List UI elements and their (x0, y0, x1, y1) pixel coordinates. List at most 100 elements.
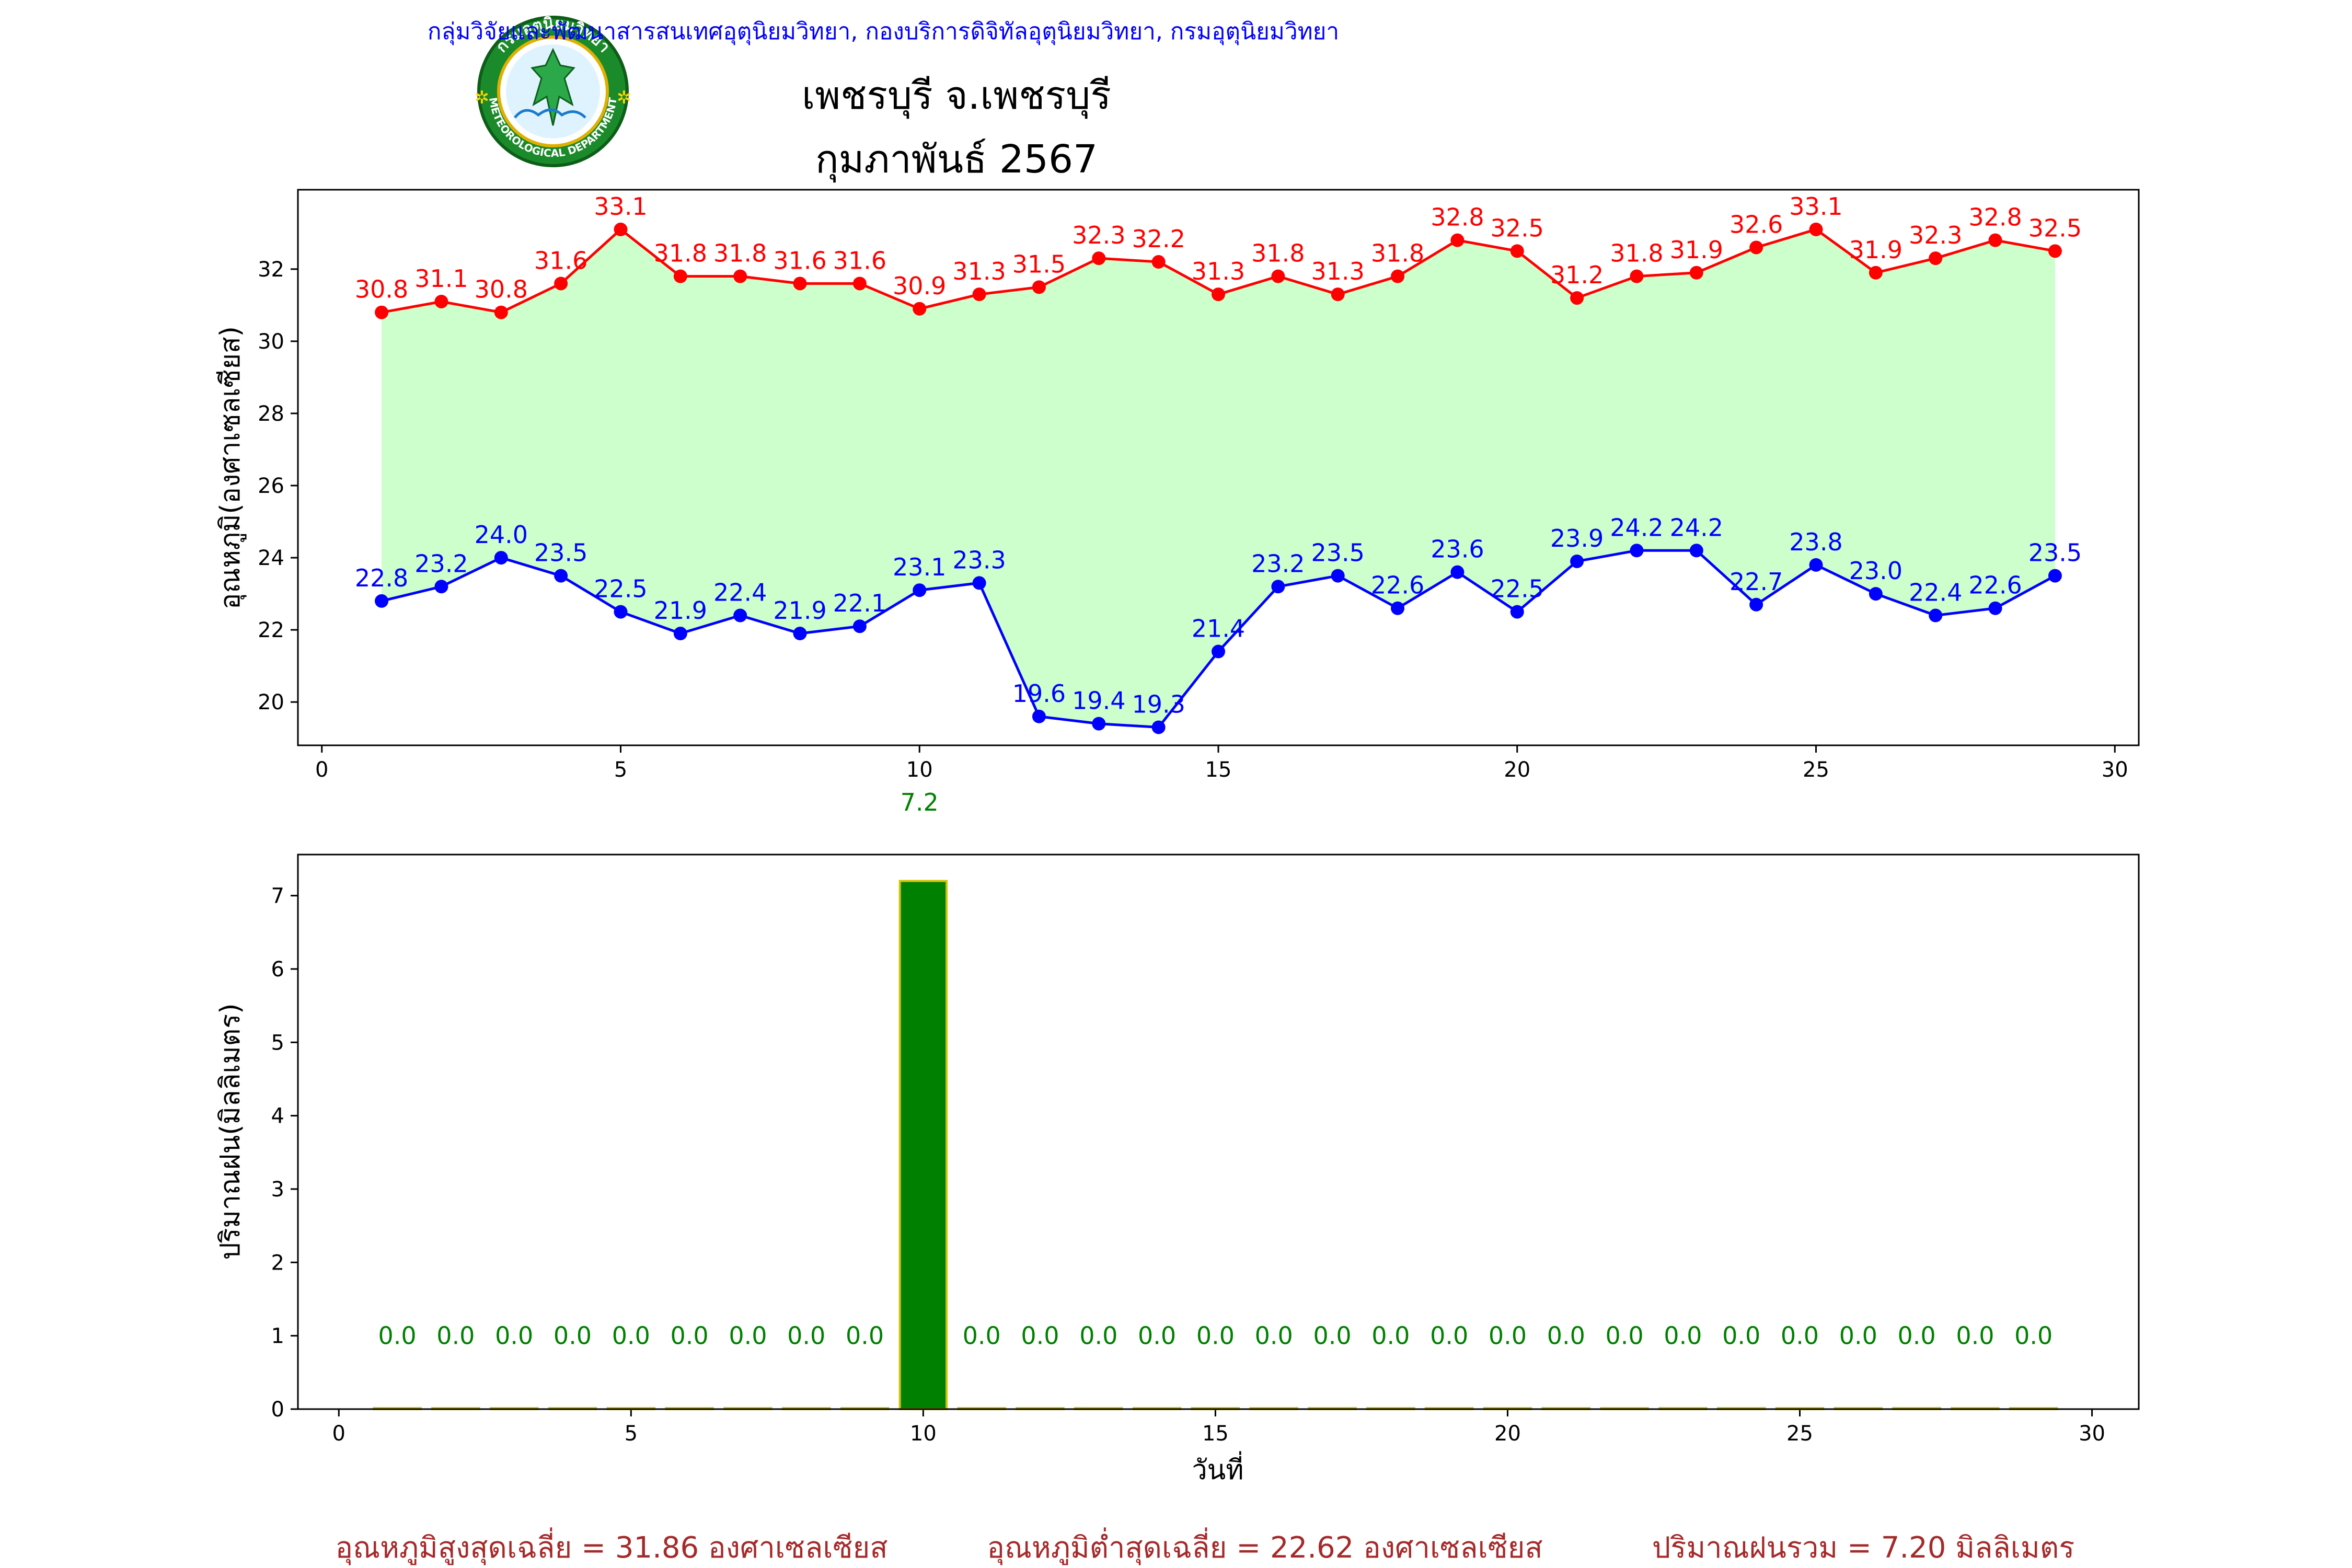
max-temperature-value-label: 31.6 (773, 246, 826, 274)
temperature-y-tick-label: 30 (258, 330, 284, 354)
max-temperature-point (1331, 287, 1345, 302)
min-temperature-value-label: 22.6 (1371, 571, 1424, 599)
min-temperature-point (1450, 565, 1465, 579)
temperature-y-tick-label: 32 (258, 258, 284, 282)
max-temperature-value-label: 32.8 (1968, 203, 2022, 232)
max-temperature-point (554, 276, 568, 291)
max-temperature-value-label: 31.9 (1670, 236, 1723, 264)
max-temperature-point (614, 222, 628, 236)
max-temperature-value-label: 31.8 (713, 239, 767, 268)
max-temperature-value-label: 31.1 (414, 264, 468, 293)
max-temperature-point (852, 276, 867, 291)
min-temperature-value-label: 19.3 (1132, 690, 1185, 718)
rainfall-x-tick-label: 20 (1494, 1422, 1521, 1446)
rainfall-y-tick-label: 7 (271, 884, 284, 908)
rainfall-value-label: 0.0 (1722, 1322, 1760, 1350)
min-temperature-point (1271, 580, 1285, 594)
max-temperature-value-label: 32.3 (1909, 221, 1962, 249)
summary-avg-min: อุณหภูมิต่ำสุดเฉลี่ย = 22.62 องศาเซลเซีย… (987, 1527, 1542, 1565)
max-temperature-value-label: 32.3 (1072, 221, 1125, 249)
temperature-range-band (382, 229, 2055, 728)
max-temperature-point (2048, 244, 2062, 258)
temperature-x-tick-label: 5 (614, 758, 627, 782)
min-temperature-point (434, 580, 448, 594)
min-temperature-point (554, 569, 568, 583)
min-temperature-point (614, 605, 628, 619)
max-temperature-point (1809, 222, 1823, 236)
max-temperature-value-label: 31.8 (1251, 239, 1305, 268)
max-temperature-value-label: 31.8 (654, 239, 707, 268)
station-title: เพชรบุรี จ.เพชรบุรี (802, 73, 1111, 119)
rainfall-value-label: 0.0 (1898, 1322, 1936, 1350)
min-temperature-value-label: 23.9 (1550, 524, 1604, 552)
period-title: กุมภาพันธ์ 2567 (815, 137, 1098, 183)
min-temperature-value-label: 22.8 (355, 564, 408, 592)
min-temperature-value-label: 23.2 (1251, 549, 1305, 578)
max-temperature-point (733, 269, 747, 283)
min-temperature-point (1689, 544, 1703, 558)
min-temperature-point (673, 627, 687, 641)
min-temperature-value-label: 23.6 (1431, 535, 1484, 563)
min-temperature-point (2048, 569, 2062, 583)
logo-deity-figure (531, 48, 575, 126)
rainfall-value-label: 0.0 (554, 1322, 592, 1350)
max-temperature-point (1391, 269, 1405, 283)
min-temperature-value-label: 23.1 (893, 553, 946, 581)
max-temperature-point (1212, 287, 1225, 302)
min-temperature-value-label: 23.2 (414, 549, 468, 578)
rainfall-value-label: 0.0 (1313, 1322, 1351, 1350)
rainfall-value-label: 0.0 (1430, 1322, 1468, 1350)
max-temperature-value-label: 31.2 (1550, 261, 1604, 289)
temperature-x-tick-label: 10 (906, 758, 933, 782)
min-temperature-point (1391, 601, 1405, 615)
max-temperature-point (375, 305, 389, 319)
max-temperature-value-label: 30.9 (893, 272, 946, 300)
min-temperature-point (1869, 587, 1883, 601)
rainfall-value-label: 0.0 (787, 1322, 825, 1350)
max-temperature-value-label: 31.3 (1192, 257, 1245, 285)
rainfall-x-tick-label: 10 (910, 1422, 937, 1446)
temperature-x-tick-label: 20 (1504, 758, 1530, 782)
rainfall-value-label: 0.0 (1489, 1322, 1527, 1350)
min-temperature-point (1212, 644, 1225, 659)
max-temperature-point (1630, 269, 1644, 283)
temperature-y-tick-label: 26 (258, 474, 284, 498)
max-temperature-value-label: 30.8 (355, 275, 408, 304)
max-temperature-point (1749, 240, 1763, 255)
min-temperature-point (1929, 608, 1943, 622)
max-temperature-value-label: 32.2 (1132, 225, 1185, 253)
min-temperature-value-label: 21.9 (654, 596, 707, 625)
rainfall-x-tick-label: 25 (1786, 1422, 1813, 1446)
max-temperature-point (673, 269, 687, 283)
rainfall-value-label: 0.0 (1255, 1322, 1293, 1350)
rainfall-value-label: 0.0 (2014, 1322, 2053, 1350)
min-temperature-point (913, 583, 927, 597)
rainfall-value-label: 0.0 (1664, 1322, 1702, 1350)
max-temperature-point (793, 276, 807, 291)
max-temperature-point (1929, 251, 1943, 266)
rainfall-value-label: 0.0 (495, 1322, 533, 1350)
min-temperature-value-label: 19.6 (1012, 679, 1066, 708)
temperature-x-tick-label: 25 (1803, 758, 1829, 782)
rainfall-y-axis-label: ปริมาณฝน(มิลลิเมตร) (215, 1003, 246, 1260)
temperature-x-tick-label: 15 (1205, 758, 1232, 782)
summary-rain-total: ปริมาณฝนรวม = 7.20 มิลลิเมตร (1652, 1531, 2075, 1565)
max-temperature-point (494, 305, 508, 319)
logo-star-right: ✲ (617, 87, 632, 108)
rainfall-x-tick-label: 15 (1202, 1422, 1229, 1446)
min-temperature-value-label: 22.6 (1968, 571, 2022, 599)
min-temperature-point (1151, 720, 1166, 734)
min-temperature-value-label: 21.9 (773, 596, 826, 625)
rainfall-value-label: 0.0 (1079, 1322, 1117, 1350)
max-temperature-value-label: 33.1 (594, 192, 647, 221)
rainfall-y-tick-label: 5 (271, 1031, 284, 1055)
rainfall-value-label: 0.0 (1956, 1322, 1994, 1350)
temperature-plot-frame (297, 189, 2140, 746)
rainfall-chart: 0 5 10 15 20 25 30 0 1 2 3 4 5 6 7 0.0 0.0 0.0 0.0 0.0 0.0 0… (215, 854, 2140, 1486)
max-temperature-point (1988, 233, 2002, 247)
min-temperature-value-label: 23.0 (1849, 557, 1903, 585)
temperature-y-axis-label: อุณหภูมิ(องศาเซลเซียส) (215, 326, 247, 609)
rainfall-x-tick-label: 5 (625, 1422, 638, 1446)
